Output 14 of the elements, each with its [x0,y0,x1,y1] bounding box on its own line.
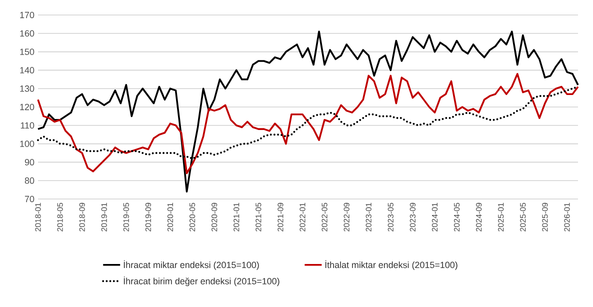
y-tick-label: 70 [24,196,34,202]
y-tick-label: 110 [20,122,34,129]
legend-label: İthalat miktar endeksi (2015=100) [325,260,458,270]
y-tick-label: 160 [20,30,34,37]
y-tick-label: 80 [24,177,34,184]
y-tick-label: 130 [20,85,34,92]
y-tick-label: 100 [20,140,34,147]
y-tick-label: 140 [20,67,34,74]
y-tick-label: 170 [20,12,34,18]
legend-label: İhracat miktar endeksi (2015=100) [124,260,259,270]
legend-label: İhracat birim değer endeksi (2015=100) [124,276,280,286]
y-tick-label: 90 [24,159,34,166]
y-tick-label: 150 [20,48,34,55]
y-tick-label: 120 [20,104,34,110]
